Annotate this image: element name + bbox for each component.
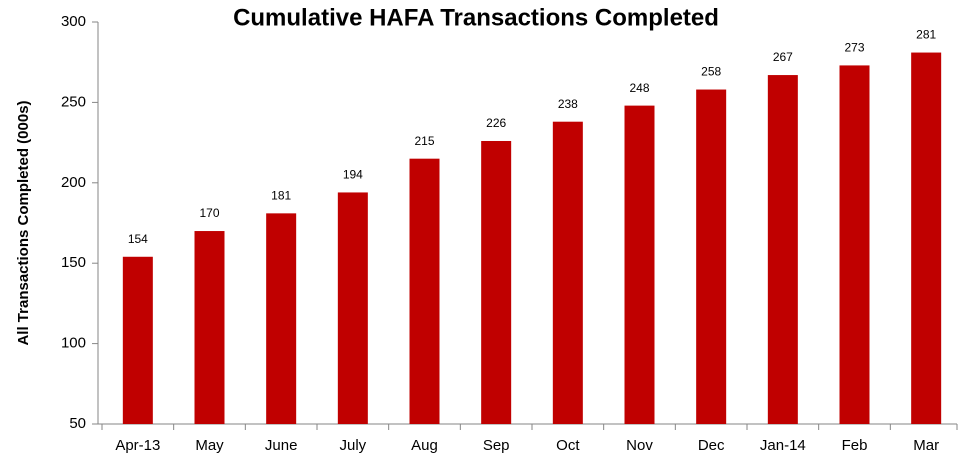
data-label: 154	[128, 232, 148, 246]
x-tick-label: Aug	[411, 437, 438, 454]
data-label: 258	[701, 65, 721, 79]
y-tick-label: 300	[61, 13, 86, 30]
bar	[122, 256, 153, 424]
x-tick-label: Sep	[483, 437, 510, 454]
x-tick-label: July	[339, 437, 366, 454]
y-tick-label: 150	[61, 254, 86, 271]
data-label: 181	[271, 189, 291, 203]
x-tick-label: Nov	[626, 437, 653, 454]
y-tick-label: 250	[61, 93, 86, 110]
bar	[839, 65, 870, 424]
data-label: 215	[414, 134, 434, 148]
bar	[911, 52, 942, 424]
data-label: 226	[486, 116, 506, 130]
x-tick-label: Dec	[698, 437, 725, 454]
bar	[337, 192, 368, 424]
x-tick-label: June	[265, 437, 298, 454]
x-tick-label: May	[195, 437, 224, 454]
bar	[696, 89, 727, 424]
data-label: 248	[629, 81, 649, 95]
y-tick-label: 100	[61, 335, 86, 352]
bar	[624, 105, 655, 424]
x-tick-label: Mar	[913, 437, 939, 454]
bar	[194, 231, 225, 424]
x-tick-label: Oct	[556, 437, 580, 454]
data-label: 194	[343, 168, 363, 182]
data-label: 281	[916, 28, 936, 42]
bar	[767, 75, 798, 425]
x-tick-label: Apr-13	[115, 437, 160, 454]
y-tick-label: 50	[69, 415, 86, 432]
data-label: 238	[558, 97, 578, 111]
x-tick-label: Jan-14	[760, 437, 806, 454]
y-tick-label: 200	[61, 174, 86, 191]
chart-title: Cumulative HAFA Transactions Completed	[233, 4, 719, 31]
x-tick-label: Feb	[842, 437, 868, 454]
data-label: 273	[844, 41, 864, 55]
bar	[481, 140, 512, 424]
bar	[552, 121, 583, 425]
bar	[409, 158, 440, 424]
bar	[266, 213, 297, 424]
y-axis-label: All Transactions Completed (000s)	[15, 100, 32, 345]
data-label: 267	[773, 50, 793, 64]
data-label: 170	[199, 206, 219, 220]
